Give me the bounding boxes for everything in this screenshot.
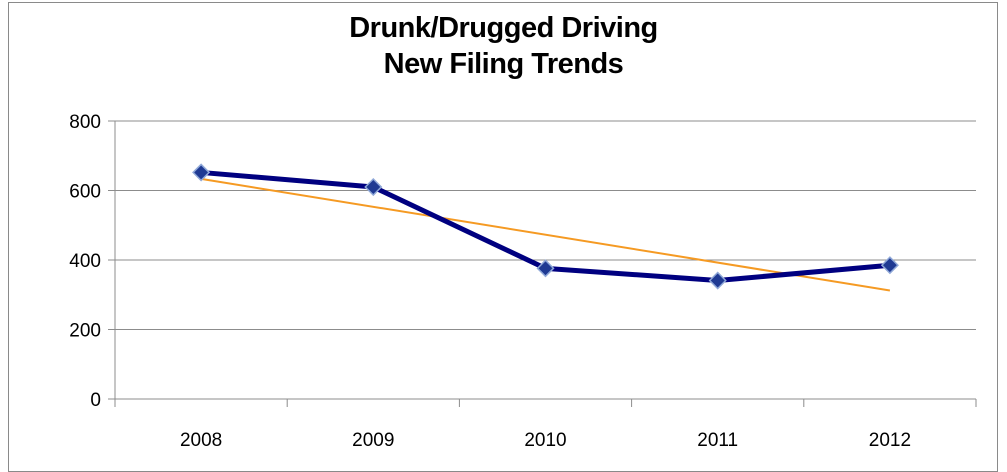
x-tick-label-2012: 2012 (869, 430, 911, 451)
data-point-2010 (536, 259, 555, 278)
data-point-2011 (708, 271, 727, 290)
x-tick-label-2008: 2008 (180, 430, 222, 451)
data-point-2012 (880, 256, 899, 275)
chart-title-line-1: Drunk/Drugged Driving (349, 12, 658, 44)
data-point-2009 (364, 177, 383, 197)
chart-title: Drunk/Drugged Driving New Filing Trends (0, 10, 1007, 82)
y-tick-label-0: 0 (90, 390, 101, 411)
y-tick-label-200: 200 (69, 321, 101, 342)
chart-title-line-2: New Filing Trends (383, 48, 624, 80)
y-tick-label-800: 800 (69, 112, 101, 133)
y-tick-label-400: 400 (69, 251, 101, 272)
trendline (200, 177, 891, 292)
y-tick-label-600: 600 (69, 182, 101, 203)
x-tick-label-2010: 2010 (524, 430, 566, 451)
x-tick-label-2011: 2011 (697, 430, 738, 451)
data-point-2008 (192, 163, 211, 182)
chart-frame (8, 2, 998, 472)
x-tick-label-2009: 2009 (352, 430, 394, 451)
